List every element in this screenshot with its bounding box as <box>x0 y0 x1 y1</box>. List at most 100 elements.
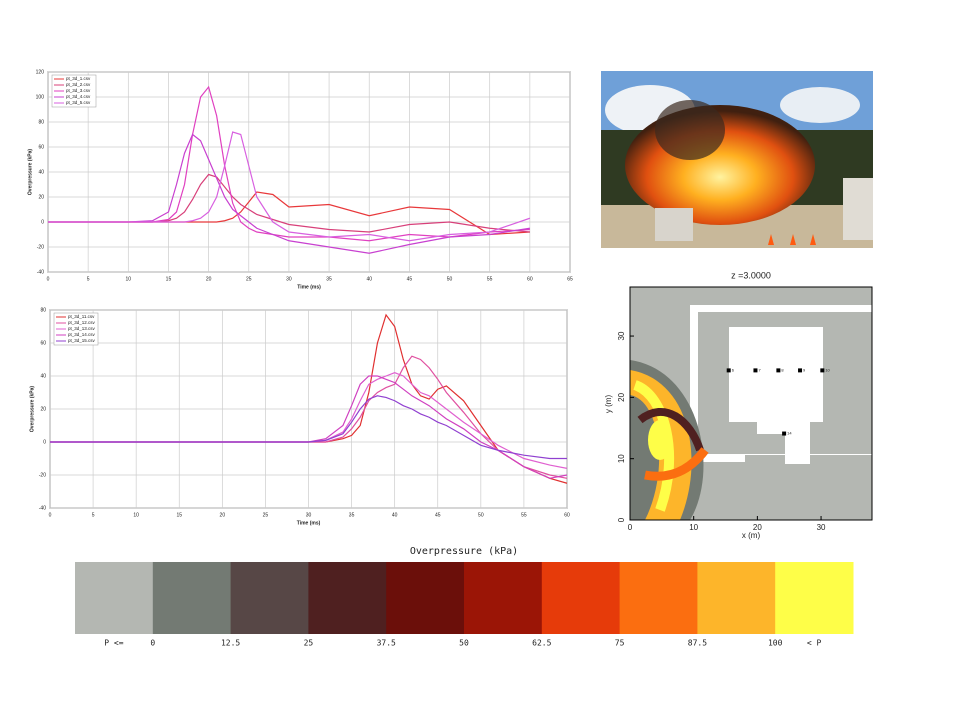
series-line <box>48 85 530 242</box>
probe <box>776 368 781 373</box>
probe-label: 14 <box>787 431 792 436</box>
x-tick-label: 35 <box>349 512 355 518</box>
colorbar-cell <box>619 562 698 634</box>
probe <box>798 368 803 373</box>
x-tick-label: 45 <box>435 512 441 518</box>
colorbar-cell <box>308 562 387 634</box>
map-title: z =3.0000 <box>731 270 771 280</box>
x-tick-label: 55 <box>521 512 527 518</box>
x-tick-label: 20 <box>220 512 226 518</box>
x-tick-label: 0 <box>47 276 50 282</box>
y-tick-label: 40 <box>38 169 44 175</box>
x-tick-label: 10 <box>126 276 132 282</box>
x-tick-label: 55 <box>487 276 493 282</box>
y-tick-label: 40 <box>40 373 46 379</box>
x-tick-label: 50 <box>447 276 453 282</box>
legend-label: pt_3d_11.csv <box>68 314 95 319</box>
x-axis-label: x (m) <box>742 531 761 540</box>
legend-label: pt_3d_4.csv <box>66 94 91 99</box>
y-tick-label: 120 <box>36 69 45 75</box>
legend-label: pt_3d_14.csv <box>68 332 96 337</box>
x-tick-label: 60 <box>527 276 533 282</box>
x-tick-label: 10 <box>133 512 139 518</box>
series-line <box>50 313 568 484</box>
y-tick-label: -40 <box>37 269 44 275</box>
colorbar-cell <box>541 562 621 634</box>
y-tick-label: 20 <box>617 392 626 401</box>
y-axis-label: Overpressure (kPa) <box>29 386 35 432</box>
x-tick-label: 15 <box>176 512 182 518</box>
y-tick-label: 10 <box>617 454 626 463</box>
series-line <box>50 375 568 479</box>
colorbar-cell <box>464 562 543 634</box>
y-tick-label: 80 <box>38 119 44 125</box>
colorbar-tick-label: 12.5 <box>221 639 240 648</box>
y-tick-label: 0 <box>43 439 46 445</box>
legend-label: pt_3d_1.csv <box>66 76 91 81</box>
x-tick-label: 30 <box>306 512 312 518</box>
x-tick-label: 30 <box>817 523 826 532</box>
probe-label: 8 <box>781 367 784 372</box>
x-tick-label: 10 <box>689 523 698 532</box>
y-tick-label: 20 <box>38 194 44 200</box>
x-tick-label: 35 <box>326 276 332 282</box>
probe-label: 7 <box>758 367 761 372</box>
legend-label: pt_3d_12.csv <box>68 320 96 325</box>
colorbar-cell <box>230 562 309 634</box>
probe-label: 10 <box>825 367 830 372</box>
colorbar-cell <box>775 562 854 634</box>
x-tick-label: 30 <box>286 276 292 282</box>
x-tick-label: 20 <box>206 276 212 282</box>
x-tick-label: 40 <box>392 512 398 518</box>
series-line <box>50 355 568 479</box>
series-line <box>48 173 530 233</box>
probe <box>753 368 758 373</box>
probe-label: 9 <box>803 367 806 372</box>
y-tick-label: -20 <box>37 244 44 250</box>
probe <box>782 431 787 436</box>
y-tick-label: 30 <box>617 331 626 340</box>
legend-label: pt_3d_15.csv <box>68 338 96 343</box>
y-tick-label: 0 <box>41 219 44 225</box>
series-line <box>48 133 530 254</box>
y-tick-label: 100 <box>36 94 45 100</box>
x-tick-label: 40 <box>366 276 372 282</box>
colorbar-cell <box>75 562 154 634</box>
probe <box>726 368 731 373</box>
probe <box>820 368 825 373</box>
colorbar-tick-label: 25 <box>304 639 314 648</box>
colorbar-tick-label: 75 <box>615 639 625 648</box>
y-axis-label: y (m) <box>604 395 613 414</box>
colorbar-tick-label: 100 <box>768 639 783 648</box>
legend-label: pt_3d_2.csv <box>66 82 91 87</box>
x-tick-label: 15 <box>166 276 172 282</box>
legend-label: pt_3d_13.csv <box>68 326 96 331</box>
x-tick-label: 60 <box>564 512 570 518</box>
y-tick-label: 80 <box>40 307 46 313</box>
probe-label: 6 <box>732 367 735 372</box>
x-tick-label: 50 <box>478 512 484 518</box>
colorbar-tick-label: 87.5 <box>688 639 707 648</box>
colorbar-cell <box>697 562 776 634</box>
x-axis-label: Time (ms) <box>297 284 321 290</box>
colorbar-cell <box>152 562 232 634</box>
y-tick-label: 0 <box>617 517 626 522</box>
x-tick-label: 25 <box>263 512 269 518</box>
x-tick-label: 45 <box>407 276 413 282</box>
y-tick-label: 20 <box>40 406 46 412</box>
y-tick-label: 60 <box>40 340 46 346</box>
colorbar-tick-label: 50 <box>459 639 469 648</box>
pressure-field <box>629 286 873 521</box>
legend-label: pt_3d_5.csv <box>66 100 91 105</box>
x-tick-label: 5 <box>87 276 90 282</box>
legend-label: pt_3d_3.csv <box>66 88 91 93</box>
explosion-photo <box>601 71 873 248</box>
colorbar-tick-label: 0 <box>150 639 155 648</box>
y-tick-label: 60 <box>38 144 44 150</box>
series-line <box>50 372 568 469</box>
colorbar-cell <box>386 562 465 634</box>
colorbar-tick-label: 62.5 <box>532 639 551 648</box>
colorbar-title: Overpressure (kPa) <box>410 546 518 557</box>
x-axis-label: Time (ms) <box>297 520 321 526</box>
